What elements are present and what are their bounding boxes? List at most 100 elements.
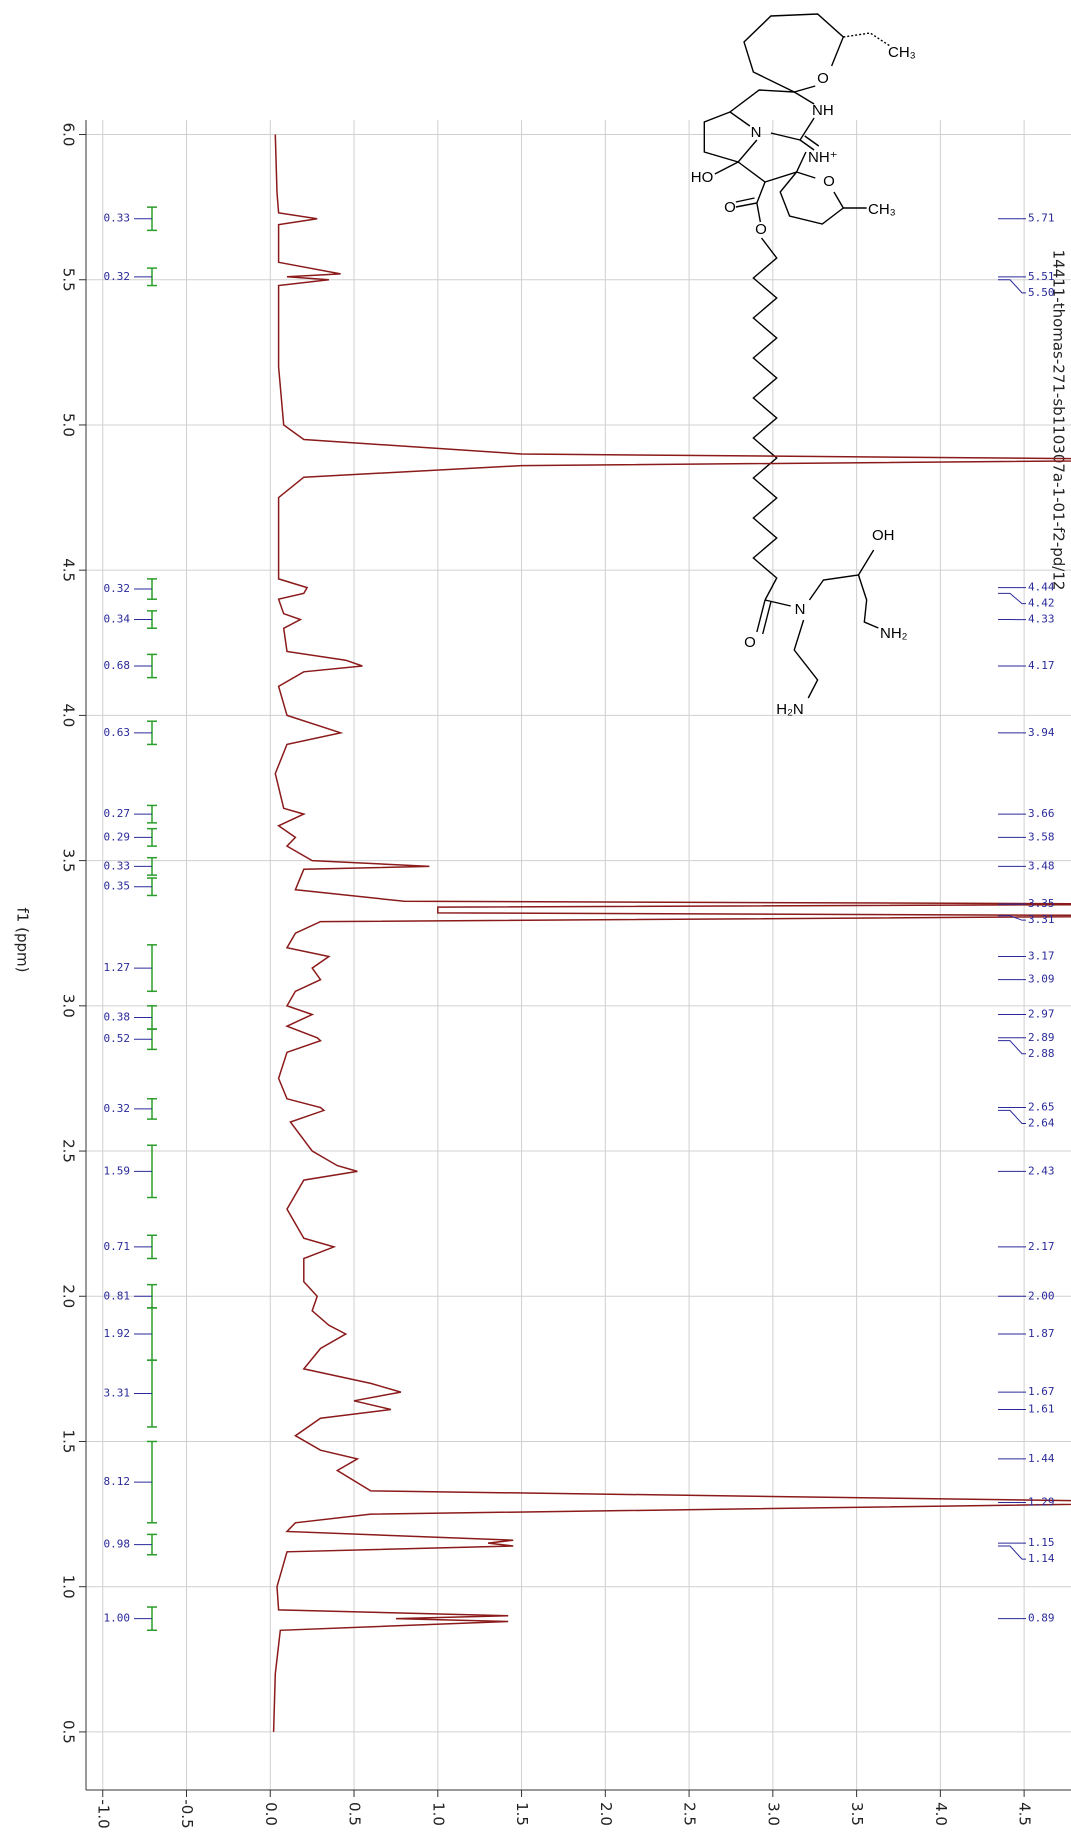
x-tick-label: 1.0	[429, 1802, 447, 1826]
atom-label: O	[724, 199, 736, 216]
peak-label: 3.94	[1028, 726, 1055, 739]
x-tick-label: 4.0	[932, 1802, 950, 1826]
peak-label: 5.50	[1028, 286, 1055, 299]
atom-label: H₂N	[776, 701, 804, 718]
peak-label: 2.89	[1028, 1031, 1055, 1044]
x-tick-label: 3.0	[764, 1802, 782, 1826]
integral-label: 0.33	[104, 859, 131, 872]
peak-connector	[998, 1041, 1026, 1054]
atom-label: CH₃	[868, 201, 896, 218]
atom-label: N	[795, 601, 806, 618]
integral-label: 1.59	[104, 1164, 131, 1177]
peak-label: 5.71	[1028, 212, 1055, 225]
integral-label: 0.32	[104, 270, 131, 283]
y-tick-label: 2.0	[60, 1284, 78, 1308]
peak-label: 3.35	[1028, 897, 1055, 910]
integral-label: 0.81	[104, 1289, 131, 1302]
atom-label: NH₂	[880, 625, 908, 642]
peak-label: 2.43	[1028, 1164, 1055, 1177]
y-tick-label: 0.5	[60, 1720, 78, 1744]
x-tick-label: 4.5	[1016, 1802, 1034, 1826]
integral-label: 0.32	[104, 1102, 131, 1115]
peak-connector	[998, 1110, 1026, 1123]
peak-label: 3.58	[1028, 830, 1055, 843]
peak-label: 5.51	[1028, 270, 1055, 283]
peak-label: 4.42	[1028, 597, 1055, 610]
peak-label: 3.31	[1028, 913, 1055, 926]
peak-label: 1.15	[1028, 1536, 1055, 1549]
peak-label: 3.09	[1028, 973, 1055, 986]
peak-label: 2.64	[1028, 1116, 1055, 1129]
integral-label: 0.29	[104, 830, 131, 843]
x-tick-label: 1.5	[513, 1802, 531, 1826]
peak-connector	[998, 280, 1026, 293]
peak-label: 3.17	[1028, 949, 1055, 962]
integral-label: 0.34	[104, 613, 131, 626]
y-tick-label: 1.0	[60, 1575, 78, 1599]
integral-label: 1.00	[104, 1612, 131, 1625]
integral-label: 8.12	[104, 1475, 131, 1488]
y-tick-label: 3.5	[60, 849, 78, 873]
atom-label: O	[817, 70, 829, 87]
integral-label: 0.35	[104, 880, 131, 893]
peak-label: 4.44	[1028, 581, 1055, 594]
integral-label: 0.52	[104, 1032, 131, 1045]
atom-label: OH	[872, 527, 895, 544]
x-tick-label: 0.0	[262, 1802, 280, 1826]
integral-label: 0.38	[104, 1010, 131, 1023]
x-tick-label: 0.5	[346, 1802, 364, 1826]
integral-label: 3.31	[104, 1387, 131, 1400]
integral-label: 1.27	[104, 961, 131, 974]
peak-label: 2.17	[1028, 1240, 1055, 1253]
atom-label: N	[751, 124, 762, 141]
atom-label: CH₃	[888, 44, 916, 61]
peak-label: 1.61	[1028, 1403, 1055, 1416]
peak-label: 2.88	[1028, 1047, 1055, 1060]
y-tick-label: 3.0	[60, 994, 78, 1018]
y-axis-title: f1 (ppm)	[14, 908, 32, 973]
structure: O NH N NH⁺ HO O CH₃ O O CH₃ OH O N NH₂ H…	[691, 14, 916, 718]
peak-label: 1.44	[1028, 1452, 1055, 1465]
integral-label: 1.92	[104, 1327, 131, 1340]
grid	[86, 120, 1071, 1790]
y-tick-label: 6.0	[60, 123, 78, 147]
x-tick-label: 2.0	[597, 1802, 615, 1826]
atom-label: O	[755, 221, 767, 238]
atom-label: O	[823, 173, 835, 190]
atom-label: NH⁺	[808, 149, 838, 166]
x-tick-label: -0.5	[178, 1799, 196, 1828]
peak-label: 3.66	[1028, 807, 1055, 820]
y-tick-label: 5.0	[60, 413, 78, 437]
peak-label: 2.00	[1028, 1289, 1055, 1302]
x-tick-label: -1.0	[94, 1799, 112, 1828]
peak-label: 4.17	[1028, 659, 1055, 672]
x-tick-label: 2.5	[681, 1802, 699, 1826]
peak-label: 1.87	[1028, 1327, 1055, 1340]
file-label: 14411-thomas-271-sb110307a-1-01-f2-pd/12	[1050, 250, 1068, 591]
integral-label: 0.32	[104, 582, 131, 595]
y-tick-label: 1.5	[60, 1430, 78, 1454]
x-tick-label: 3.5	[848, 1802, 866, 1826]
y-tick-label: 4.5	[60, 558, 78, 582]
peak-connector	[998, 1546, 1026, 1559]
atom-label: HO	[691, 169, 714, 186]
peak-label: 4.33	[1028, 613, 1055, 626]
peak-label: 0.89	[1028, 1612, 1055, 1625]
peak-label: 1.14	[1028, 1552, 1055, 1565]
integral-label: 0.33	[104, 212, 131, 225]
peak-connector	[998, 593, 1026, 603]
y-tick-label: 2.5	[60, 1139, 78, 1163]
peak-label: 1.29	[1028, 1495, 1055, 1508]
integral-label: 0.63	[104, 726, 131, 739]
integral-label: 0.98	[104, 1538, 131, 1551]
atom-label: O	[744, 634, 756, 651]
structure-bonds	[704, 14, 890, 698]
atom-label: NH	[812, 102, 834, 119]
y-tick-label: 4.0	[60, 703, 78, 727]
peak-label: 3.48	[1028, 859, 1055, 872]
peak-label: 1.67	[1028, 1385, 1055, 1398]
integral-label: 0.27	[104, 807, 131, 820]
integral-label: 0.71	[104, 1240, 131, 1253]
